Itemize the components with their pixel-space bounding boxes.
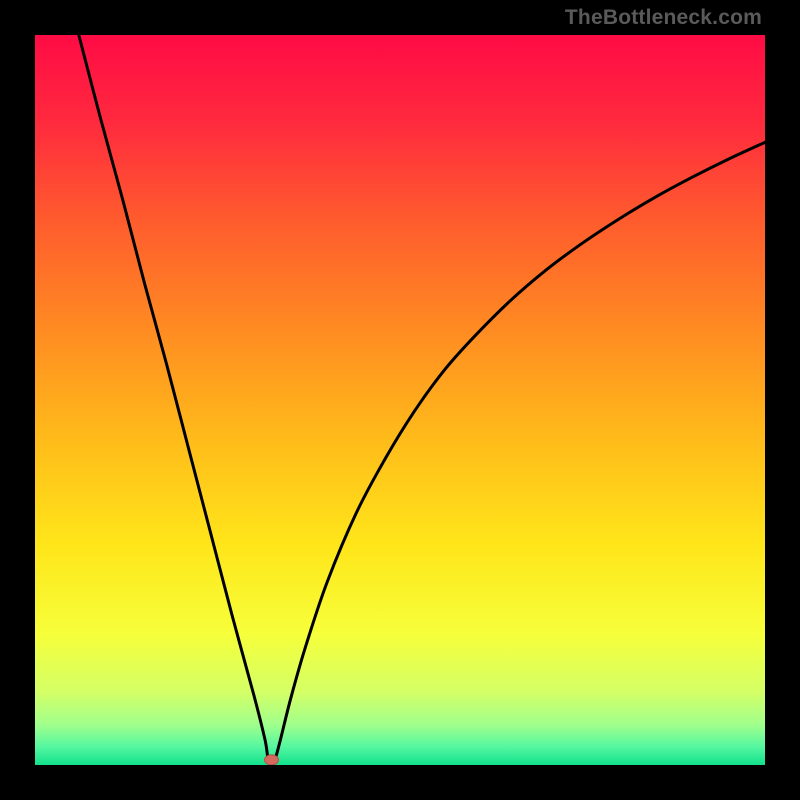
- plot-area: [35, 35, 765, 765]
- bottleneck-curve: [35, 35, 765, 765]
- chart-frame: TheBottleneck.com: [0, 0, 800, 800]
- watermark-text: TheBottleneck.com: [565, 6, 762, 30]
- minimum-marker: [265, 755, 279, 765]
